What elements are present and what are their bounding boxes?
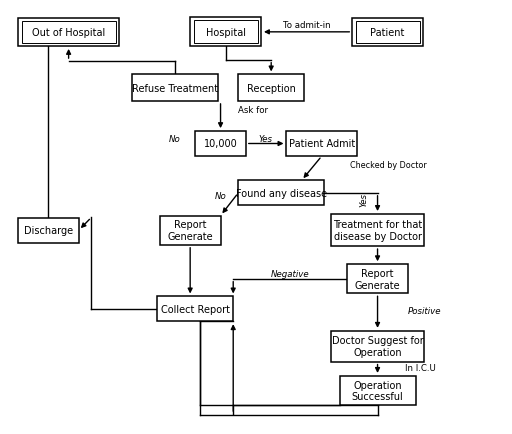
Text: Yes: Yes <box>258 135 272 144</box>
Text: Hospital: Hospital <box>206 28 246 38</box>
FancyBboxPatch shape <box>356 22 419 44</box>
FancyBboxPatch shape <box>238 75 304 102</box>
FancyBboxPatch shape <box>286 132 357 157</box>
FancyBboxPatch shape <box>18 218 79 243</box>
Text: Treatment for that
disease by Doctor: Treatment for that disease by Doctor <box>333 220 422 241</box>
FancyBboxPatch shape <box>195 132 246 157</box>
Text: Ask for: Ask for <box>238 105 268 115</box>
Text: 10,000: 10,000 <box>204 139 238 149</box>
FancyBboxPatch shape <box>331 215 424 247</box>
Text: In I.C.U: In I.C.U <box>406 363 436 372</box>
Text: Discharge: Discharge <box>24 226 73 236</box>
Text: Out of Hospital: Out of Hospital <box>32 28 105 38</box>
Text: Positive: Positive <box>408 306 441 315</box>
FancyBboxPatch shape <box>347 265 408 294</box>
FancyBboxPatch shape <box>157 297 233 322</box>
Text: Report
Generate: Report Generate <box>355 268 400 290</box>
FancyBboxPatch shape <box>339 376 416 405</box>
Text: To admit-in: To admit-in <box>283 21 330 30</box>
FancyBboxPatch shape <box>190 18 261 47</box>
Text: Negative: Negative <box>271 270 310 279</box>
FancyBboxPatch shape <box>160 216 221 245</box>
FancyBboxPatch shape <box>22 22 116 44</box>
FancyBboxPatch shape <box>132 75 218 102</box>
Text: Doctor Suggest for
Operation: Doctor Suggest for Operation <box>332 335 423 357</box>
Text: Patient: Patient <box>371 28 405 38</box>
FancyBboxPatch shape <box>352 19 423 47</box>
Text: No: No <box>215 192 226 201</box>
FancyBboxPatch shape <box>238 181 325 206</box>
Text: Operation
Successful: Operation Successful <box>352 380 403 401</box>
Text: No: No <box>169 135 181 144</box>
Text: Found any disease: Found any disease <box>236 188 327 198</box>
Text: Yes: Yes <box>359 193 368 207</box>
Text: Reception: Reception <box>247 83 295 93</box>
FancyBboxPatch shape <box>194 21 258 44</box>
Text: Patient Admit: Patient Admit <box>289 139 355 149</box>
Text: Refuse Treatment: Refuse Treatment <box>132 83 218 93</box>
Text: Checked by Doctor: Checked by Doctor <box>350 160 426 169</box>
Text: Report
Generate: Report Generate <box>167 220 213 241</box>
Text: Collect Report: Collect Report <box>161 304 230 314</box>
FancyBboxPatch shape <box>18 19 119 47</box>
FancyBboxPatch shape <box>331 331 424 362</box>
